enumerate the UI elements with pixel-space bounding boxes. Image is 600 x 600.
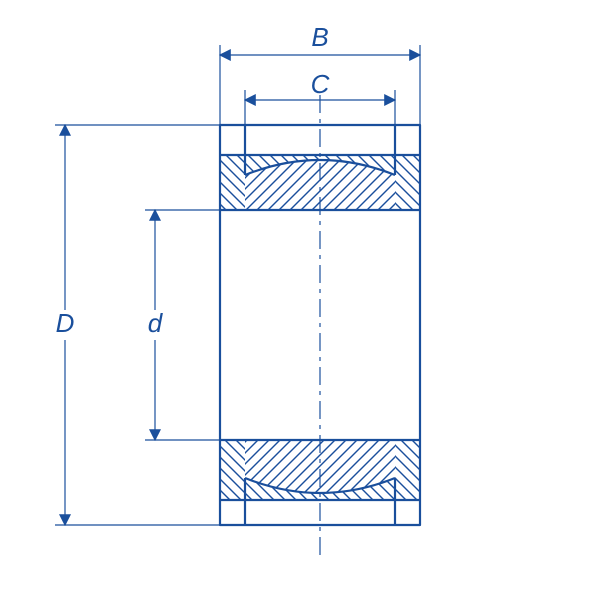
hatch-region: [0, 0, 600, 600]
hatch-region: [0, 0, 600, 600]
hatch-region: [0, 0, 600, 600]
label-C: C: [311, 69, 330, 99]
bearing-cross-section-diagram: Dd BC: [0, 0, 600, 600]
label-d: d: [148, 308, 164, 338]
label-B: B: [311, 22, 328, 52]
hatch-region: [0, 0, 600, 600]
label-D: D: [56, 308, 75, 338]
